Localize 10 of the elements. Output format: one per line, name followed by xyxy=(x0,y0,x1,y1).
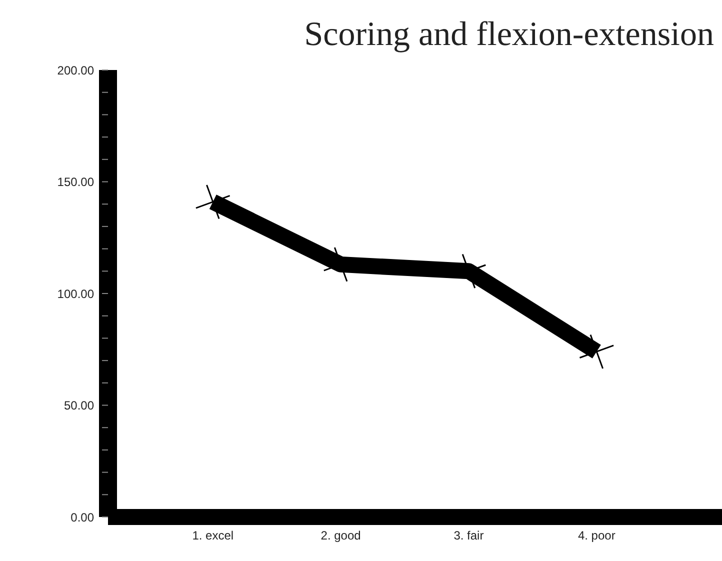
x-tick-label: 3. fair xyxy=(454,528,484,543)
chart-title: Scoring and flexion-extension xyxy=(304,16,714,53)
y-tick-label: 100.00 xyxy=(57,286,94,301)
x-tick-label: 2. good xyxy=(320,528,361,543)
x-tick-label: 4. poor xyxy=(578,528,616,543)
y-tick-label: 50.00 xyxy=(64,398,94,413)
y-tick-label: 0.00 xyxy=(70,510,94,524)
y-tick-label: 150.00 xyxy=(57,175,94,190)
y-tick-label: 200.00 xyxy=(57,63,94,78)
x-tick-label: 1. excel xyxy=(192,528,234,543)
